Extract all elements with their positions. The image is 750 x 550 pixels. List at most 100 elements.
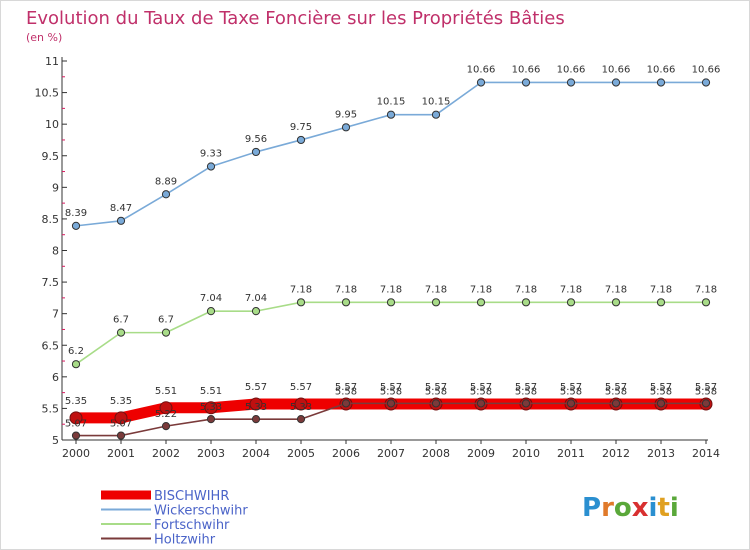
y-tick-label: 6.5 (42, 339, 60, 352)
data-label: 10.15 (422, 97, 451, 108)
data-label: 5.58 (605, 386, 627, 397)
y-tick-label: 9.5 (42, 150, 60, 163)
legend-label: BISCHWIHR (154, 489, 229, 504)
data-label: 7.18 (515, 284, 537, 295)
data-label: 5.51 (155, 386, 177, 397)
data-point (521, 399, 531, 408)
data-label: 6.2 (68, 346, 84, 357)
logo-letter: i (649, 493, 658, 523)
x-tick-label: 2011 (557, 447, 585, 460)
data-point (476, 298, 486, 307)
data-point (701, 399, 711, 408)
y-tick-label: 10.5 (35, 87, 60, 100)
data-label: 5.22 (155, 409, 177, 420)
data-label: 5.57 (425, 382, 447, 393)
data-point (296, 415, 306, 424)
data-label: 7.18 (605, 284, 627, 295)
data-label: 8.47 (110, 203, 132, 214)
data-point (161, 422, 171, 431)
data-label: 5.57 (515, 382, 537, 393)
y-tick-label: 10 (45, 118, 59, 131)
y-tick-label: 7 (52, 308, 59, 321)
data-label: 5.58 (560, 386, 582, 397)
data-label: 10.66 (602, 64, 631, 75)
x-tick-label: 2003 (197, 447, 225, 460)
x-tick-label: 2001 (107, 447, 135, 460)
data-label: 10.66 (692, 64, 721, 75)
data-label: 5.58 (650, 386, 672, 397)
data-point (476, 399, 486, 408)
data-label: 5.07 (65, 419, 87, 430)
data-label: 8.89 (155, 176, 177, 187)
data-label: 5.58 (335, 386, 357, 397)
data-label: 9.75 (290, 122, 312, 133)
data-label: 7.18 (335, 284, 357, 295)
data-point (116, 431, 126, 440)
data-label: 10.15 (377, 97, 406, 108)
series-fortschwihr (71, 298, 711, 369)
data-point (566, 298, 576, 307)
series-line (75, 301, 706, 365)
data-point (116, 328, 126, 337)
data-point (296, 135, 306, 145)
x-tick-label: 2004 (242, 447, 270, 460)
data-label: 10.66 (467, 64, 496, 75)
data-label: 5.35 (65, 396, 87, 407)
data-point (386, 110, 396, 119)
logo-letter: P (582, 493, 601, 523)
data-point (114, 411, 128, 425)
x-tick-label: 2006 (332, 447, 360, 460)
data-label: 7.04 (245, 293, 267, 304)
data-label: 5.51 (200, 386, 222, 397)
y-tick-label: 11 (45, 55, 59, 68)
proxiti-logo: Proxiti (582, 493, 679, 523)
data-label: 9.33 (200, 148, 222, 159)
legend-label: Wickerschwihr (154, 504, 248, 519)
data-label: 6.7 (158, 315, 174, 326)
x-tick-label: 2007 (377, 447, 405, 460)
data-point (294, 397, 308, 411)
data-point (206, 307, 216, 316)
x-tick-label: 2012 (602, 447, 630, 460)
x-tick-label: 2014 (692, 447, 720, 460)
data-label: 5.57 (290, 382, 312, 393)
data-label: 10.66 (512, 64, 541, 75)
data-point (386, 399, 396, 408)
data-label: 5.58 (425, 386, 447, 397)
data-label: 5.33 (290, 402, 312, 413)
data-label: 8.39 (65, 208, 87, 219)
data-label: 7.18 (650, 284, 672, 295)
data-label: 10.66 (647, 64, 676, 75)
x-tick-label: 2000 (62, 447, 90, 460)
data-label: 9.56 (245, 134, 267, 145)
data-point (71, 221, 81, 230)
data-point (656, 78, 666, 87)
data-point (566, 399, 576, 408)
data-point (341, 298, 351, 307)
data-label: 5.57 (605, 382, 627, 393)
y-tick-label: 6 (52, 371, 59, 384)
data-label: 5.35 (110, 396, 132, 407)
data-label: 10.66 (557, 64, 586, 75)
series-labels: 5.35 5.35 5.51 5.51 5.57 5.57 5.57 5.57 5.57 5.57… (65, 64, 720, 429)
data-point (656, 298, 666, 307)
data-point (161, 328, 171, 337)
logo-letter: r (601, 493, 614, 523)
data-label: 5.33 (200, 402, 222, 413)
data-point (476, 78, 486, 87)
data-point (566, 78, 576, 87)
chart-title: Evolution du Taux de Taxe Foncière sur l… (26, 8, 565, 29)
data-point (159, 401, 173, 415)
data-label: 5.58 (380, 386, 402, 397)
y-tick-label: 5 (52, 434, 59, 447)
x-tick-label: 2005 (287, 447, 315, 460)
data-point (69, 411, 83, 425)
data-point (206, 415, 216, 424)
data-point (251, 307, 261, 316)
data-point (521, 78, 531, 87)
x-tick-label: 2002 (152, 447, 180, 460)
legend-label: Fortschwihr (154, 518, 230, 533)
axes: 5 5.5 6 6.5 7 7.5 8 8.5 9 9.5 10 10.5 11 2000 2001 2002… (35, 55, 721, 460)
y-tick-label: 7.5 (42, 276, 60, 289)
